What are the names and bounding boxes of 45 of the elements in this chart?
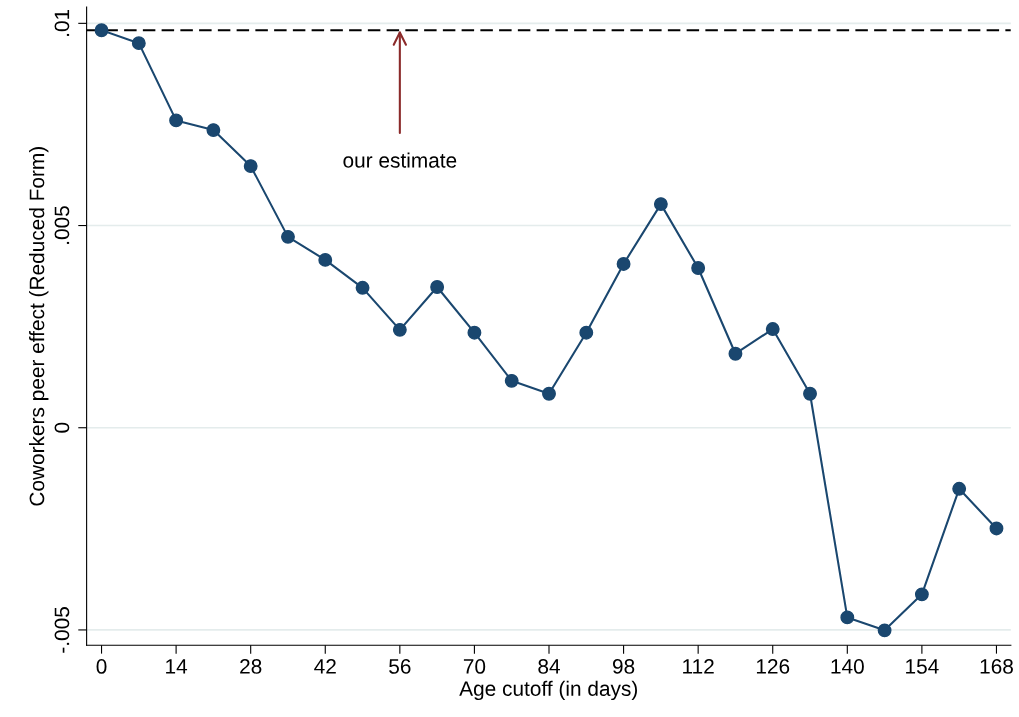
y-tick-label: 0 bbox=[54, 422, 70, 433]
x-tick-label: 140 bbox=[831, 659, 864, 674]
point bbox=[392, 322, 407, 337]
x-axis-title: Age cutoff (in days) bbox=[459, 680, 637, 701]
point bbox=[355, 280, 370, 295]
x-tick-label: 112 bbox=[683, 659, 714, 674]
point bbox=[877, 623, 892, 638]
point bbox=[542, 386, 556, 401]
x-tick-label: 14 bbox=[166, 659, 188, 674]
point bbox=[691, 261, 706, 275]
y-tick-label: -.005 bbox=[54, 607, 70, 653]
point bbox=[430, 280, 445, 294]
x-tick-label: 126 bbox=[756, 659, 790, 674]
y-tick-label: .01 bbox=[54, 9, 70, 36]
point bbox=[467, 325, 482, 340]
point bbox=[989, 521, 1004, 536]
point bbox=[579, 325, 594, 340]
y-tick-label: .005 bbox=[54, 206, 70, 244]
x-tick-label: 84 bbox=[538, 659, 560, 674]
y-axis-title: Coworkers peer effect (Reduced Form) bbox=[29, 147, 49, 506]
point bbox=[243, 159, 258, 174]
point bbox=[94, 23, 109, 38]
x-tick-label: 168 bbox=[980, 659, 1013, 674]
point bbox=[318, 252, 333, 267]
x-tick-label: 42 bbox=[314, 659, 336, 674]
point bbox=[728, 346, 743, 361]
point bbox=[131, 36, 146, 51]
point bbox=[952, 481, 967, 496]
point bbox=[206, 123, 221, 138]
point bbox=[616, 257, 631, 271]
annotation: our estimate bbox=[343, 152, 457, 168]
point bbox=[281, 229, 295, 244]
point bbox=[169, 113, 184, 128]
x-tick-label: 28 bbox=[240, 659, 262, 674]
x-tick-label: 0 bbox=[96, 659, 107, 674]
point bbox=[504, 373, 519, 388]
x-tick-label: 70 bbox=[463, 659, 486, 674]
point bbox=[840, 610, 855, 625]
x-tick-label: 56 bbox=[389, 659, 411, 674]
x-tick-label: 98 bbox=[612, 659, 635, 674]
point bbox=[914, 587, 929, 602]
point bbox=[765, 322, 780, 337]
point bbox=[653, 197, 668, 212]
x-tick-label: 154 bbox=[906, 659, 939, 674]
point bbox=[803, 386, 817, 401]
